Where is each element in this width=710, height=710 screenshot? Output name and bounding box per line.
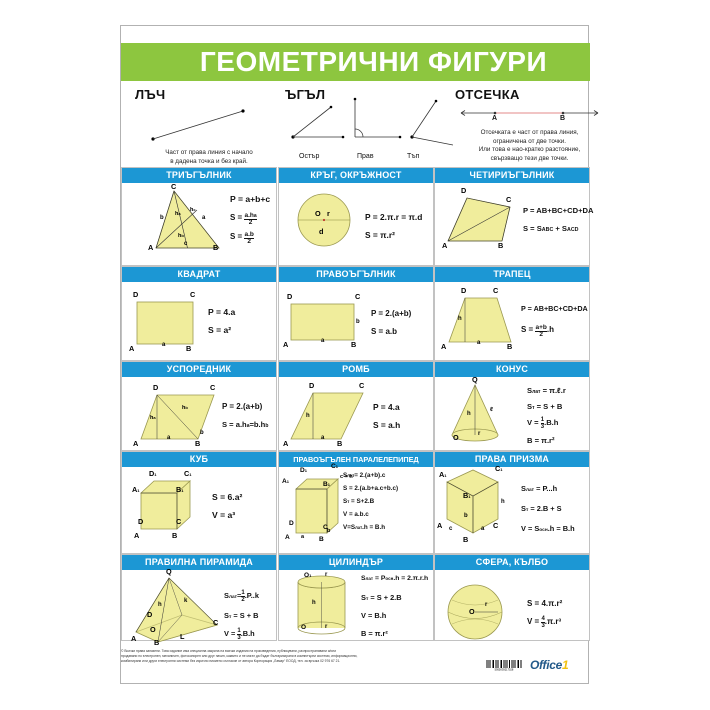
svg-text:5955039217028: 5955039217028 <box>495 668 514 672</box>
